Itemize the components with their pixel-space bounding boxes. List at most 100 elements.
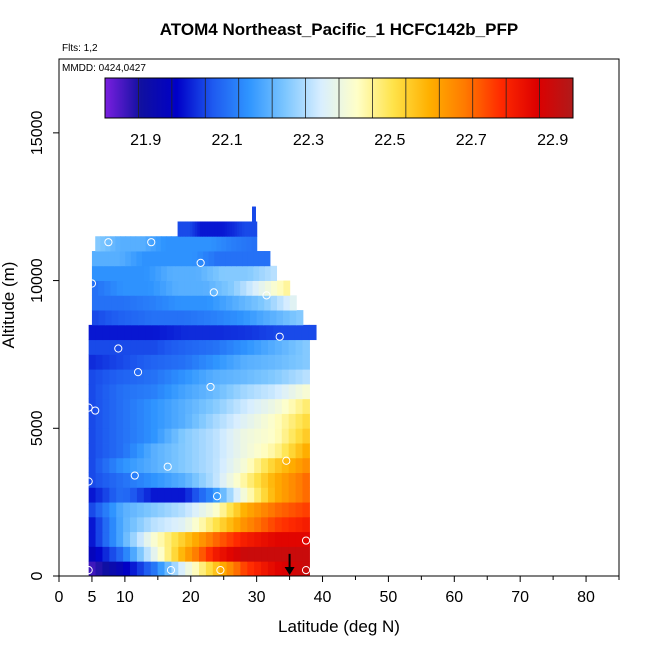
- heatmap-cell: [251, 295, 259, 311]
- heatmap-cell: [136, 428, 145, 444]
- heatmap-cell: [302, 398, 310, 414]
- heatmap-cell: [175, 251, 182, 267]
- heatmap-cell: [130, 443, 138, 459]
- heatmap-cell: [117, 295, 125, 311]
- heatmap-cell: [274, 516, 283, 533]
- heatmap-cell: [108, 251, 115, 267]
- heatmap-cell: [118, 310, 126, 326]
- heatmap-cell: [276, 310, 284, 326]
- heatmap-cell: [200, 295, 208, 311]
- heatmap-cell: [116, 280, 124, 296]
- heatmap-cell: [120, 236, 127, 252]
- heatmap-cell: [254, 413, 262, 429]
- heatmap-cell: [192, 472, 200, 488]
- heatmap-cell: [295, 472, 304, 488]
- heatmap-cell: [205, 472, 214, 488]
- heatmap-cell: [241, 221, 245, 237]
- heatmap-cell: [247, 383, 255, 400]
- heatmap-cell: [247, 369, 255, 385]
- heatmap-cell: [288, 443, 297, 459]
- heatmap-cell: [281, 546, 290, 562]
- heatmap-cell: [164, 531, 173, 547]
- heatmap-cell: [247, 398, 255, 414]
- heatmap-cell: [102, 398, 110, 414]
- heatmap-cell: [126, 265, 133, 281]
- heatmap-cell: [143, 546, 152, 562]
- heatmap-cell: [261, 339, 269, 355]
- heatmap-cell: [219, 295, 227, 311]
- heatmap-cell: [120, 265, 128, 281]
- heatmap-cell: [270, 295, 278, 311]
- heatmap-cell: [219, 443, 228, 459]
- heatmap-cell: [185, 561, 193, 577]
- sample-point: [301, 565, 311, 575]
- heatmap-cell: [254, 457, 262, 473]
- heatmap-cell: [267, 428, 276, 444]
- heatmap-cell: [236, 251, 243, 267]
- heatmap-cell: [123, 531, 131, 547]
- heatmap-cell: [267, 398, 276, 414]
- heatmap-cell: [88, 428, 97, 444]
- heatmap-cell: [211, 236, 217, 252]
- heatmap-cell: [102, 457, 110, 473]
- heatmap-cell: [166, 280, 173, 296]
- heatmap-cell: [88, 546, 97, 562]
- heatmap-cell: [178, 413, 186, 429]
- heatmap-cell: [195, 324, 203, 341]
- heatmap-cell: [245, 295, 253, 311]
- heatmap-cell: [185, 502, 193, 518]
- heatmap-cell: [91, 310, 100, 326]
- heatmap-cell: [105, 236, 111, 252]
- heatmap-cell: [123, 516, 131, 533]
- heatmap-cell: [150, 457, 159, 473]
- heatmap-cell: [116, 443, 124, 459]
- heatmap-cell: [218, 265, 226, 281]
- heatmap-cell: [157, 428, 166, 444]
- heatmap-cell: [149, 265, 156, 281]
- heatmap-cell: [153, 280, 161, 296]
- heatmap-cell: [150, 472, 159, 488]
- heatmap-cell: [259, 324, 267, 341]
- heatmap-cell: [251, 221, 255, 237]
- heatmap-cell: [302, 561, 310, 577]
- heatmap-cell: [295, 369, 304, 385]
- heatmap-cell: [207, 221, 211, 237]
- heatmap-cell: [192, 369, 200, 385]
- heatmap-cell: [152, 324, 161, 341]
- sample-point: [91, 406, 100, 415]
- heatmap-cell: [178, 369, 186, 385]
- heatmap-cell: [250, 310, 258, 326]
- heatmap-cell: [249, 221, 253, 237]
- heatmap-cell: [288, 413, 297, 429]
- heatmap-cell: [110, 280, 118, 296]
- heatmap-cell: [157, 369, 166, 385]
- heatmap-cell: [233, 369, 241, 385]
- heatmap-cell: [185, 413, 193, 429]
- heatmap-cell: [219, 251, 226, 267]
- heatmap-cell: [123, 339, 131, 355]
- heatmap-cell: [144, 310, 152, 326]
- heatmap-cell: [223, 310, 231, 326]
- heatmap-cell: [295, 398, 304, 414]
- heatmap-cell: [122, 280, 130, 296]
- heatmap-cell: [261, 398, 269, 414]
- heatmap-cell: [226, 443, 235, 459]
- heatmap-cell: [88, 324, 97, 341]
- heatmap-cell: [196, 236, 202, 252]
- heatmap-cell: [267, 457, 276, 473]
- heatmap-cell: [254, 354, 262, 370]
- heatmap-cell: [191, 236, 197, 252]
- x-tick-label: 0: [55, 589, 64, 606]
- heatmap-cell: [240, 516, 248, 533]
- heatmap-cell: [288, 339, 297, 355]
- heatmap-cell: [251, 236, 258, 252]
- heatmap-cell: [201, 236, 207, 252]
- marker-arrowhead: [284, 567, 295, 575]
- x-tick-label: 50: [380, 589, 398, 606]
- heatmap-cell: [261, 383, 269, 400]
- heatmap-cell: [255, 206, 256, 222]
- heatmap-cell: [143, 398, 152, 414]
- heatmap-cell: [172, 265, 180, 281]
- heatmap-cell: [223, 324, 232, 341]
- heatmap-cell: [236, 310, 245, 326]
